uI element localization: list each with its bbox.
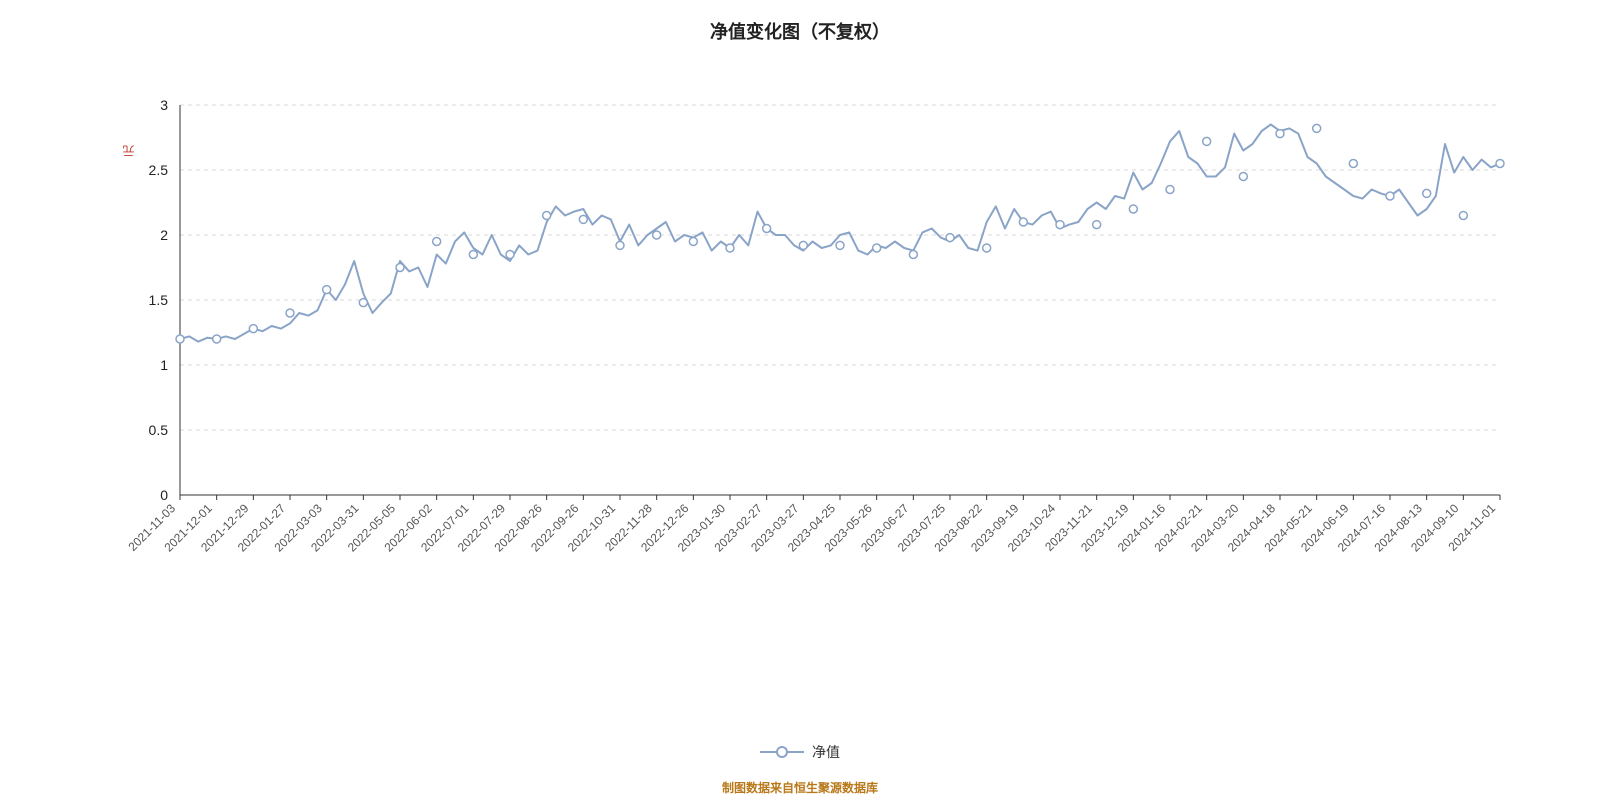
legend-label: 净值 xyxy=(812,744,840,760)
svg-text:2.5: 2.5 xyxy=(149,162,169,178)
nav-chart: 净值变化图（不复权） 元 00.511.522.532021-11-032021… xyxy=(0,0,1600,800)
chart-legend: 净值 xyxy=(0,742,1600,762)
svg-text:2: 2 xyxy=(160,227,168,243)
svg-text:0.5: 0.5 xyxy=(149,422,169,438)
svg-text:1.5: 1.5 xyxy=(149,292,169,308)
chart-footer-note: 制图数据来自恒生聚源数据库 xyxy=(0,779,1600,796)
svg-text:3: 3 xyxy=(160,97,168,113)
chart-svg: 00.511.522.532021-11-032021-12-012021-12… xyxy=(0,0,1600,800)
legend-swatch xyxy=(760,745,804,762)
svg-text:1: 1 xyxy=(160,357,168,373)
svg-text:0: 0 xyxy=(160,487,168,503)
